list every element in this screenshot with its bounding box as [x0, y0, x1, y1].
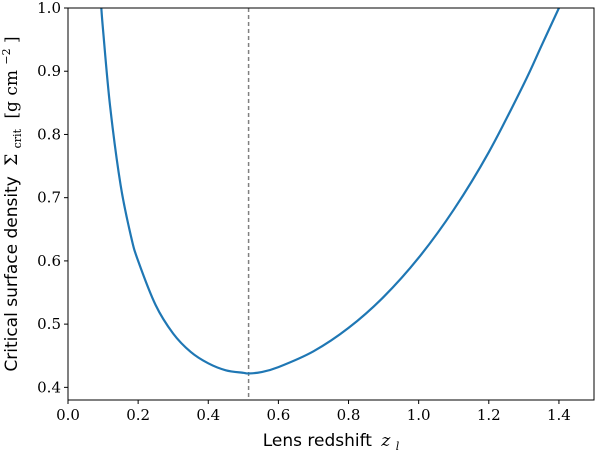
x-axis-label-subscript: l — [396, 440, 400, 451]
y-tick-label: 1.0 — [37, 0, 61, 17]
x-tick-label: 0.6 — [266, 406, 290, 424]
x-tick-label: 0.0 — [56, 406, 80, 424]
y-axis: 0.4 0.5 0.6 0.7 0.8 0.9 1.0 — [37, 0, 68, 396]
plot-area — [100, 8, 560, 400]
y-axis-label-text: Critical surface density — [2, 176, 22, 371]
y-tick-label: 0.6 — [37, 252, 61, 270]
y-tick-label: 0.4 — [37, 378, 61, 396]
x-axis-label: Lens redshift z l — [263, 431, 400, 451]
y-tick-label: 0.7 — [37, 189, 61, 207]
axes-frame — [67, 7, 595, 401]
y-tick-label: 0.5 — [37, 315, 61, 333]
series-line-0 — [100, 8, 560, 375]
y-axis-label-units-exponent: −2 — [0, 48, 13, 64]
x-tick-label: 0.8 — [337, 406, 361, 424]
y-tick-label: 0.8 — [37, 125, 61, 143]
x-tick-label: 1.0 — [407, 406, 431, 424]
y-tick-label: 0.9 — [37, 62, 61, 80]
x-axis-label-symbol: z — [380, 431, 391, 451]
y-axis-label-units: [g cm — [2, 70, 22, 119]
x-tick-label: 0.2 — [126, 406, 150, 424]
y-axis-label-units-close: ] — [2, 36, 22, 43]
x-tick-label: 1.2 — [477, 406, 501, 424]
y-axis-label-symbol: Σ — [2, 154, 22, 166]
y-axis-label-subscript: crit — [11, 128, 24, 148]
x-axis-label-text: Lens redshift — [263, 431, 373, 451]
x-tick-label: 1.4 — [547, 406, 571, 424]
x-axis: 0.0 0.2 0.4 0.6 0.8 1.0 1.2 1.4 — [56, 400, 571, 424]
x-tick-label: 0.4 — [196, 406, 220, 424]
y-axis-label: Critical surface density Σ crit [g cm −2… — [0, 36, 26, 371]
